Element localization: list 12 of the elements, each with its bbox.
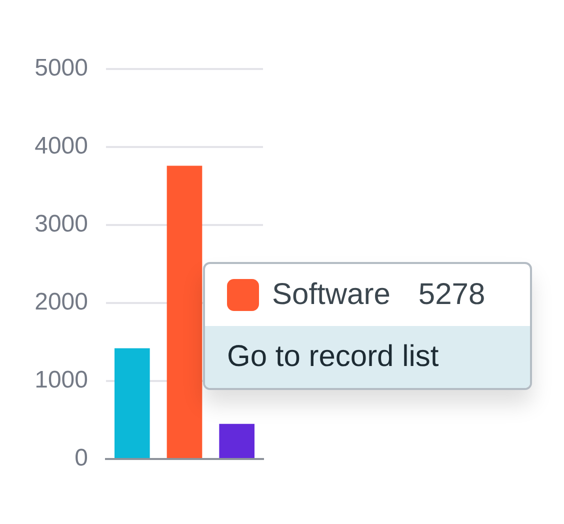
bar <box>114 348 150 458</box>
y-tick-label: 5000 <box>34 54 88 82</box>
y-tick-label: 1000 <box>34 366 88 394</box>
tooltip-panel: Software 5278 Go to record list <box>203 262 532 390</box>
y-tick-label: 4000 <box>34 132 88 160</box>
y-tick-label: 3000 <box>34 210 88 238</box>
y-tick-label: 0 <box>74 444 88 472</box>
bar <box>166 166 202 458</box>
annotation: Go to record list <box>227 340 439 373</box>
link-button: Go to record list <box>205 326 530 388</box>
bar <box>219 424 254 458</box>
y-tick-label: 2000 <box>34 288 88 316</box>
